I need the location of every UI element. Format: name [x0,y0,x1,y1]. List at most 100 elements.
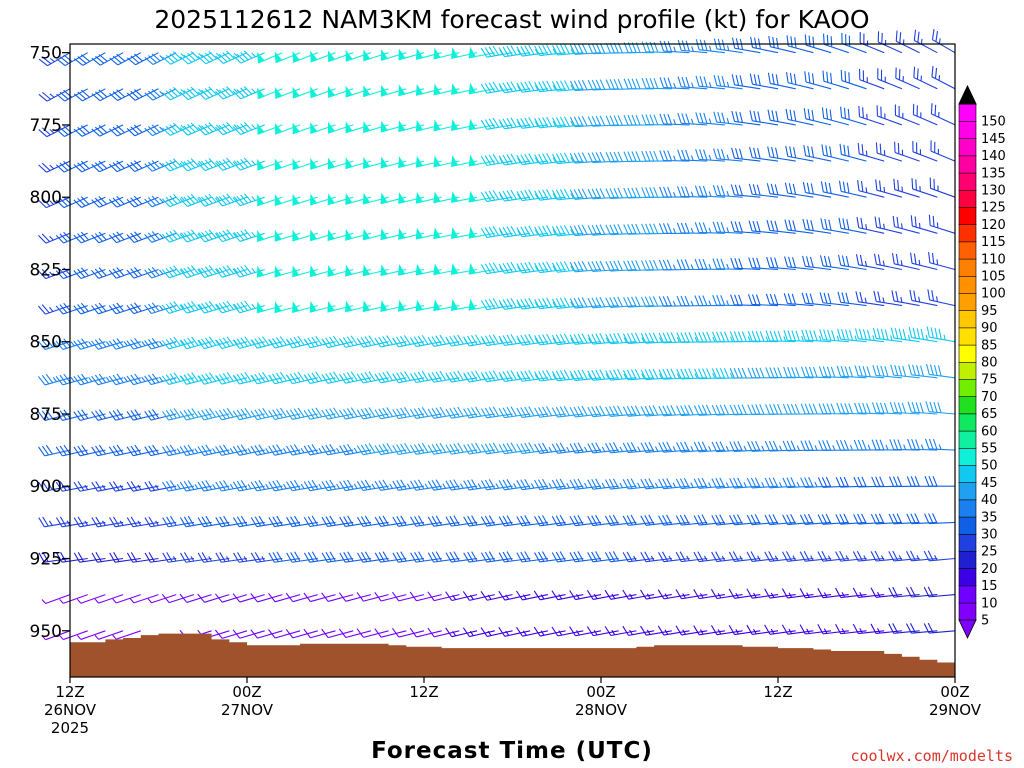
barb-staff [239,377,265,385]
barb-flag [258,337,266,347]
barb-half-flag [215,232,221,237]
wind-barb [257,87,283,100]
barb-staff [97,449,124,457]
wind-barb [409,406,442,420]
barb-half-flag [112,598,117,604]
barb-pennant [345,157,353,170]
barb-flag [134,409,142,419]
wind-barb [310,50,336,63]
barb-staff [327,485,354,492]
barb-pennant [344,300,353,313]
barb-flag [516,371,523,382]
barb-flag [356,409,364,420]
barb-flag [559,478,566,489]
barb-half-flag [159,269,164,275]
barb-flag [506,45,513,56]
barb-flag [516,46,523,57]
barb-pennant [468,226,476,239]
barb-staff [522,413,548,418]
wind-barb [480,370,513,383]
barb-flag [555,225,562,236]
barb-flag [396,408,403,419]
wind-barb [250,407,283,421]
barb-flag [77,56,87,64]
barb-flag [161,375,170,385]
barb-flag [144,446,152,456]
barb-pennant [309,300,317,313]
colorbar-label: 20 [981,562,998,577]
barb-flag [59,410,67,420]
barb-flag [240,408,248,419]
barb-flag [360,372,368,383]
barb-flag [109,552,116,563]
barb-flag [130,126,139,135]
barb-staff [292,485,318,492]
barb-flag [236,480,244,491]
colorbar-label: 120 [981,218,1006,233]
barb-flag [449,335,456,346]
wind-barb [516,626,549,637]
barb-flag [126,269,135,279]
barb-flag [272,516,279,527]
barb-flag [37,270,47,280]
barb-staff [309,413,336,420]
barb-flag [108,446,116,457]
wind-barb [410,515,442,527]
barb-flag [427,627,435,638]
barb-flag [223,515,230,526]
barb-flag [272,445,279,455]
barb-flag [38,446,46,457]
barb-flag [254,409,262,420]
barb-flag [197,446,205,456]
wind-barb [144,409,177,421]
barb-flag [232,517,240,527]
barb-flag [392,373,399,383]
wind-barb [498,406,531,419]
barb-flag [289,373,297,384]
barb-staff [62,413,88,421]
barb-flag [520,298,527,309]
barb-staff [62,449,88,457]
barb-staff [380,557,407,563]
wind-barb [462,627,495,638]
barb-pennant [451,119,459,131]
wind-barb [250,515,283,528]
barb-staff [416,594,442,602]
barb-flag [59,162,69,171]
barb-staff [345,594,372,602]
barb-flag [144,198,153,208]
barb-flag [215,375,223,385]
wind-barb [516,261,548,274]
barb-half-flag [88,376,93,382]
barb-flag [109,92,118,101]
barb-flag [94,339,103,349]
barb-pennant [345,49,353,62]
barb-flag [73,128,83,137]
barb-flag [457,442,464,453]
barb-flag [552,81,558,92]
barb-flag [151,88,161,98]
colorbar-bottom-arrow [958,619,977,639]
barb-staff [168,305,195,314]
barb-flag [538,117,545,128]
barb-flag [161,593,170,603]
barb-flag [165,267,174,277]
barb-flag [55,376,64,386]
barb-pennant [380,48,389,61]
barb-flag [427,444,435,455]
barb-flag [378,372,386,383]
wind-barb [463,442,495,455]
barb-pennant [362,228,371,241]
barb-flag [204,123,214,133]
barb-pennant [380,300,388,312]
barb-flag [91,57,101,66]
barb-staff [398,630,425,638]
barb-flag [218,302,227,313]
barb-flag [435,371,443,382]
plot-background [70,44,955,677]
barb-flag [498,47,505,57]
wind-barb [250,444,283,456]
barb-staff [61,521,88,528]
barb-flag [80,125,90,134]
barb-flag [480,155,488,166]
